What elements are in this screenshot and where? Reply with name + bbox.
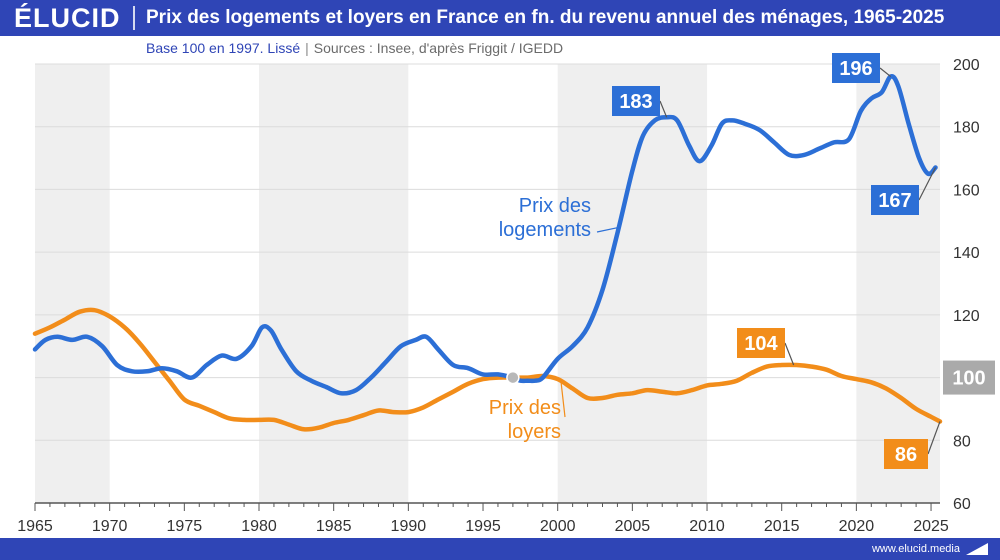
chart-title: Prix des logements et loyers en France e… <box>146 7 945 28</box>
y-tick-label: 80 <box>953 433 971 450</box>
y-tick-label: 120 <box>953 308 980 325</box>
chart-subtitle: Base 100 en 1997. Lissé | Sources : Insee,… <box>146 39 563 57</box>
callout-box <box>871 185 919 215</box>
subtitle-sources: Sources : Insee, d'après Friggit / IGEDD <box>313 40 564 56</box>
x-tick-label: 1970 <box>92 518 128 535</box>
x-tick-label: 1985 <box>316 518 352 535</box>
series-line-loyers <box>32 307 943 432</box>
callout-label: 104 <box>744 333 778 355</box>
footer-bar: www.elucid.media <box>0 538 1000 560</box>
callout-box <box>737 328 785 358</box>
x-tick-label: 1980 <box>241 518 277 535</box>
callout-label: 183 <box>619 91 652 113</box>
reference-badge-label: 100 <box>952 368 985 390</box>
x-tick-label: 1975 <box>167 518 203 535</box>
series-label: logements <box>499 219 591 241</box>
x-tick-label: 2000 <box>540 518 576 535</box>
x-tick-label: 2015 <box>764 518 800 535</box>
x-tick-label: 1995 <box>465 518 501 535</box>
callout-leader <box>879 67 892 78</box>
subtitle-separator: | <box>305 40 309 56</box>
series-label-leader <box>596 226 621 233</box>
series-label-leader <box>560 378 566 418</box>
callout-box <box>884 439 928 469</box>
reference-badge <box>943 360 995 395</box>
shaded-band-3 <box>856 64 940 503</box>
callout-leader <box>784 342 795 366</box>
elucid-mark-icon <box>966 543 988 555</box>
x-tick-label: 2020 <box>839 518 875 535</box>
callout-box <box>612 86 660 116</box>
x-tick-label: 2005 <box>615 518 651 535</box>
line-chart: 60 80 100 120 140 160 180 200 1965 1970 1975 1980 19… <box>17 53 995 535</box>
callout-box <box>832 53 880 83</box>
y-tick-label: 60 <box>953 496 971 513</box>
x-tick-label: 1965 <box>17 518 53 535</box>
callout-label: 167 <box>878 190 911 212</box>
y-tick-label: 160 <box>953 182 980 199</box>
subtitle-base: Base 100 en 1997. Lissé <box>146 40 301 56</box>
series-label: Prix des <box>489 397 561 419</box>
y-tick-label: 180 <box>953 120 980 137</box>
series-label: loyers <box>508 421 561 443</box>
shaded-band-0 <box>35 64 110 503</box>
shaded-band-1 <box>259 64 409 503</box>
callout-label: 196 <box>839 58 872 80</box>
x-tick-label: 1990 <box>391 518 427 535</box>
header-bar: ÉLUCID Prix des logements et loyers en F… <box>0 0 1000 36</box>
x-tick-label: 2010 <box>689 518 725 535</box>
reference-point <box>506 370 520 385</box>
series-line-logements <box>32 74 938 396</box>
callout-label: 86 <box>895 444 917 466</box>
footer-url[interactable]: www.elucid.media <box>871 543 960 555</box>
y-tick-label: 200 <box>953 57 980 74</box>
callout-leader <box>659 100 668 118</box>
y-tick-label: 140 <box>953 245 980 262</box>
x-tick-label: 2025 <box>913 518 949 535</box>
header-divider <box>133 6 135 30</box>
elucid-logo: ÉLUCID <box>14 3 121 33</box>
series-label: Prix des <box>519 195 591 217</box>
callout-leader <box>918 167 937 201</box>
shaded-band-2 <box>557 64 708 503</box>
callout-leader <box>927 421 941 455</box>
